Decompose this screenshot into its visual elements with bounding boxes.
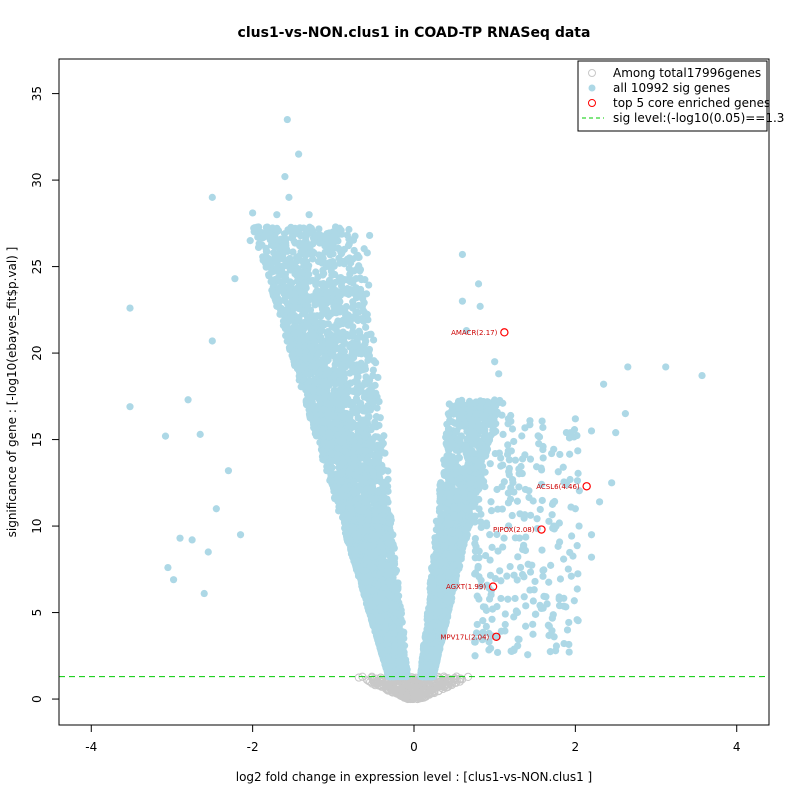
sig-gene-point xyxy=(357,399,365,407)
gene-point xyxy=(377,680,386,690)
sig-gene-point xyxy=(371,381,379,389)
sig-gene-point xyxy=(307,343,315,351)
sig-gene-point xyxy=(254,233,262,241)
sig-gene-point xyxy=(337,345,345,354)
sig-gene-point xyxy=(344,314,352,323)
all-genes-layer xyxy=(354,672,473,704)
sig-gene-point xyxy=(345,225,353,234)
sig-gene-point xyxy=(315,349,323,357)
gene-point xyxy=(436,680,445,690)
gene-point xyxy=(403,688,412,697)
sig-gene-point xyxy=(363,310,371,319)
gene-point xyxy=(439,682,448,691)
sig-gene-point xyxy=(324,313,333,321)
sig-gene-point xyxy=(359,295,367,303)
sig-gene-point xyxy=(373,451,381,459)
sig-gene-point xyxy=(353,373,361,382)
sig-gene-point xyxy=(273,224,281,232)
sig-gene-point xyxy=(288,279,296,287)
sig-gene-point xyxy=(351,367,359,375)
gene-point xyxy=(378,674,387,683)
sig-gene-point xyxy=(304,301,312,310)
sig-gene-point xyxy=(378,465,386,473)
gene-point xyxy=(446,677,455,686)
sig-gene-point xyxy=(281,237,289,245)
sig-gene-point xyxy=(372,413,381,421)
sig-gene-point xyxy=(258,241,266,249)
gene-point xyxy=(367,673,377,682)
sig-gene-point xyxy=(384,487,392,495)
sig-gene-point xyxy=(362,323,370,331)
gene-point xyxy=(362,675,372,684)
sig-gene-point xyxy=(342,302,350,311)
sig-gene-point xyxy=(379,548,387,556)
sig-gene-point xyxy=(343,231,351,239)
sig-gene-point xyxy=(350,422,359,431)
sig-gene-point xyxy=(370,357,378,365)
sig-gene-point xyxy=(369,422,377,431)
sig-gene-point xyxy=(340,245,348,253)
sig-gene-point xyxy=(336,320,344,328)
sig-gene-point xyxy=(306,223,314,231)
sig-gene-point xyxy=(373,404,381,412)
sig-gene-point xyxy=(353,265,361,273)
gene-point xyxy=(406,678,415,687)
sig-gene-point xyxy=(342,289,350,297)
sig-gene-point xyxy=(357,359,365,367)
sig-gene-point xyxy=(315,225,323,233)
sig-gene-point xyxy=(340,275,348,284)
gene-point xyxy=(424,681,434,690)
sig-gene-point xyxy=(365,376,374,384)
sig-gene-point xyxy=(345,540,353,548)
sig-gene-point xyxy=(335,259,344,267)
chart-title: clus1-vs-NON.clus1 in COAD-TP RNASeq dat… xyxy=(238,25,591,41)
sig-gene-point xyxy=(355,383,364,391)
gene-point xyxy=(455,674,464,683)
sig-gene-point xyxy=(268,286,276,294)
sig-gene-point xyxy=(320,438,328,446)
sig-gene-point xyxy=(357,350,365,358)
gene-point xyxy=(422,683,431,692)
sig-gene-point xyxy=(269,276,277,285)
sig-gene-point xyxy=(374,488,382,496)
sig-gene-point xyxy=(321,353,329,362)
gene-point xyxy=(384,686,393,695)
sig-gene-point xyxy=(306,353,314,361)
sig-gene-point xyxy=(366,330,374,339)
gene-point xyxy=(387,688,397,697)
sig-gene-point xyxy=(261,259,270,267)
sig-gene-point xyxy=(337,505,346,513)
sig-gene-point xyxy=(323,399,332,407)
sig-gene-point xyxy=(349,236,358,244)
sig-gene-point xyxy=(322,234,330,242)
sig-gene-point xyxy=(302,258,310,266)
sig-gene-point xyxy=(336,405,345,414)
sig-gene-point xyxy=(330,412,338,420)
sig-gene-point xyxy=(311,300,319,308)
sig-gene-point xyxy=(295,372,303,380)
sig-genes-layer xyxy=(126,115,706,681)
sig-gene-point xyxy=(315,251,323,259)
gene-point xyxy=(376,677,385,686)
gene-point xyxy=(373,679,382,688)
sig-gene-point xyxy=(369,366,377,374)
sig-gene-point xyxy=(341,447,349,455)
sig-gene-point xyxy=(285,344,294,352)
sig-gene-point xyxy=(374,458,382,467)
sig-gene-point xyxy=(332,358,341,366)
sig-gene-point xyxy=(305,270,313,278)
sig-gene-point xyxy=(369,336,378,344)
gene-point xyxy=(354,673,363,682)
sig-gene-point xyxy=(363,249,371,257)
sig-gene-point xyxy=(348,278,357,286)
gene-point xyxy=(392,686,401,695)
points-layer: AMACR(2.17)ACSL6(4.46)PIPOX(2.08)AGXT(1.… xyxy=(126,115,706,704)
sig-gene-point xyxy=(355,327,363,335)
gene-point xyxy=(413,690,423,699)
